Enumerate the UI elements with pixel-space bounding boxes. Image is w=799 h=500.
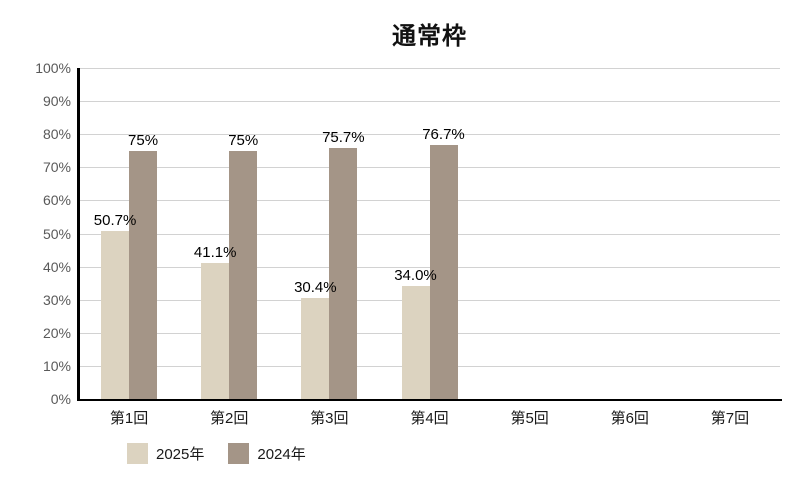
y-tick-label: 100%	[35, 60, 71, 76]
bar-2024年-第3回	[329, 148, 358, 399]
y-tick-label: 60%	[42, 192, 71, 209]
bar-value-label: 75%	[228, 131, 259, 149]
bar-value-label: 75%	[128, 131, 159, 149]
bar-2024年-第2回	[229, 150, 258, 399]
x-tick-label: 第2回	[210, 410, 249, 427]
x-tick-label: 第3回	[310, 410, 349, 427]
y-tick-label: 50%	[42, 225, 71, 242]
y-tick-label: 0%	[50, 391, 71, 407]
legend: 2025年 2024年	[127, 443, 306, 464]
y-tick-label: 40%	[42, 258, 71, 275]
x-tick-label: 第4回	[410, 410, 449, 427]
bar-value-label: 50.7%	[93, 212, 137, 230]
bar-2025年-第4回	[401, 286, 430, 399]
bar-value-label: 30.4%	[294, 279, 337, 297]
gridline-90	[79, 101, 780, 103]
bar-2024年-第1回	[129, 150, 158, 399]
y-tick-label: 80%	[42, 126, 71, 143]
bar-2025年-第1回	[101, 231, 130, 399]
y-tick-label: 20%	[42, 324, 71, 341]
bar-value-label: 41.1%	[193, 243, 237, 261]
y-tick-label: 10%	[42, 357, 71, 374]
legend-label: 2024年	[257, 446, 306, 463]
gridline-80	[79, 134, 780, 136]
x-tick-label: 第6回	[610, 410, 649, 427]
y-tick-label: 70%	[42, 159, 71, 176]
chart-title: 通常枠	[392, 23, 467, 50]
y-tick-label: 30%	[42, 291, 71, 308]
legend-item-2025年: 2025年	[127, 443, 204, 464]
legend-label: 2025年	[156, 446, 205, 463]
legend-item-2024年: 2024年	[228, 443, 306, 464]
bar-2025年-第2回	[201, 262, 230, 399]
bar-2025年-第3回	[301, 298, 330, 399]
bar-value-label: 34.0%	[394, 267, 437, 285]
plot-area: 50.7% 75% 41.1% 75% 30.4% 75.7% 34.0% 76.7%	[77, 68, 782, 401]
x-axis-line	[77, 398, 782, 401]
y-tick-label: 90%	[42, 93, 71, 110]
bar-2024年-第4回	[429, 145, 458, 399]
x-tick-label: 第1回	[109, 410, 149, 427]
y-axis-line	[77, 68, 80, 399]
gridline-100	[79, 68, 780, 69]
bar-value-label: 75.7%	[322, 129, 365, 147]
legend-swatch-2025年	[127, 443, 148, 464]
legend-swatch-2024年	[228, 443, 250, 464]
x-tick-label: 第7回	[710, 410, 750, 427]
x-tick-label: 第5回	[510, 410, 549, 427]
bar-value-label: 76.7%	[422, 126, 465, 144]
